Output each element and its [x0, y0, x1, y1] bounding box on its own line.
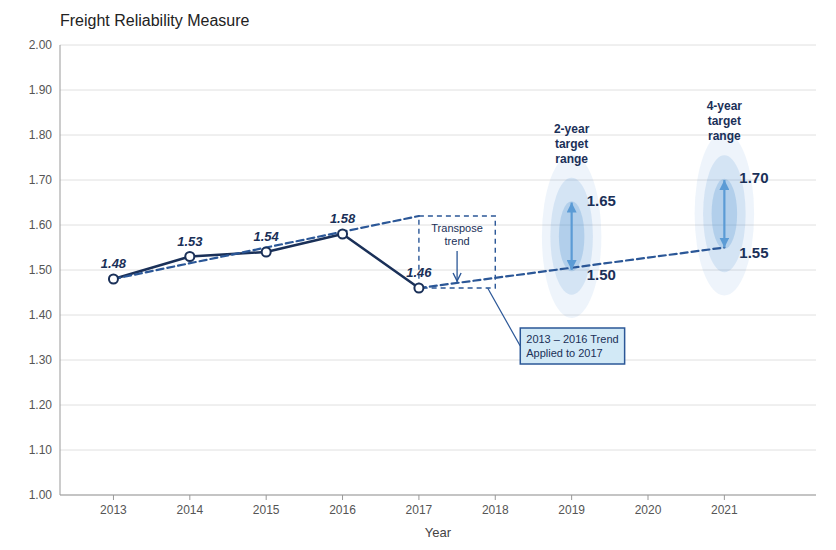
y-tick-label: 2.00 [29, 38, 53, 52]
grid-line [60, 360, 816, 361]
y-tick-label: 1.60 [29, 218, 53, 232]
x-tick [266, 495, 267, 500]
grid-line [60, 495, 816, 496]
data-point [262, 248, 271, 257]
target-high-label: 1.70 [739, 169, 768, 186]
data-point [338, 230, 347, 239]
y-tick-label: 1.90 [29, 83, 53, 97]
x-tick-label: 2016 [329, 503, 356, 517]
target-label: 2-yeartargetrange [554, 122, 590, 166]
target-range-arrow [723, 180, 725, 248]
x-tick-label: 2018 [482, 503, 509, 517]
target-glow [712, 179, 738, 249]
data-point [109, 275, 118, 284]
target-low-label: 1.55 [739, 244, 768, 261]
data-label: 1.53 [177, 234, 203, 249]
x-axis-label: Year [425, 525, 452, 540]
data-point [185, 252, 194, 261]
title: Freight Reliability Measure [60, 12, 250, 29]
callout-box [520, 328, 624, 364]
grid-line [60, 315, 816, 316]
plot-area [109, 132, 754, 318]
chart: Freight Reliability Measure 1.00 1.10 1.20 1… [0, 0, 836, 550]
y-tick-label: 1.10 [29, 443, 53, 457]
x-tick-label: 2020 [635, 503, 662, 517]
target-label: 4-yeartargetrange [707, 99, 743, 143]
box-label: Transposetrend [431, 222, 483, 247]
x-tick [189, 495, 190, 500]
target-range-arrow [571, 203, 573, 271]
x-tick-label: 2015 [253, 503, 280, 517]
target-low-label: 1.50 [587, 266, 616, 283]
target-glow [695, 132, 755, 296]
x-tick-label: 2019 [558, 503, 585, 517]
x-axis-line [60, 495, 816, 496]
y-tick-label: 1.40 [29, 308, 53, 322]
target-high-label: 1.65 [587, 192, 616, 209]
transpose-arrow [456, 251, 457, 282]
x-tick [113, 495, 114, 500]
target-glow [542, 154, 602, 318]
x-tick-label: 2013 [100, 503, 127, 517]
y-axis-line [60, 45, 61, 495]
data-label: 1.46 [406, 265, 432, 280]
y-tick-label: 1.50 [29, 263, 53, 277]
target-glow [559, 201, 585, 271]
x-tick-label: 2017 [406, 503, 433, 517]
trend-line [113, 216, 418, 279]
x-tick-label: 2021 [711, 503, 738, 517]
y-tick-label: 1.80 [29, 128, 53, 142]
callout: 2013 – 2016 TrendApplied to 2017 [520, 328, 624, 364]
x-tick [342, 495, 343, 500]
callout-line [488, 288, 521, 346]
data-label: 1.58 [330, 211, 356, 226]
grid-line [60, 45, 816, 46]
data-label: 1.54 [254, 229, 280, 244]
callout-text: 2013 – 2016 TrendApplied to 2017 [526, 333, 618, 359]
x-tick-label: 2014 [176, 503, 203, 517]
grid-line [60, 405, 816, 406]
grid-line [60, 135, 816, 136]
x-tick [495, 495, 496, 500]
x-tick [648, 495, 649, 500]
data-label: 1.48 [101, 256, 127, 271]
data-point [414, 284, 423, 293]
y-tick-label: 1.00 [29, 488, 53, 502]
grid-line [60, 450, 816, 451]
x-tick [418, 495, 419, 500]
grid-line [60, 270, 816, 271]
x-tick [724, 495, 725, 500]
y-tick-label: 1.20 [29, 398, 53, 412]
y-tick-label: 1.70 [29, 173, 53, 187]
y-tick-label: 1.30 [29, 353, 53, 367]
grid-line [60, 90, 816, 91]
x-tick [571, 495, 572, 500]
